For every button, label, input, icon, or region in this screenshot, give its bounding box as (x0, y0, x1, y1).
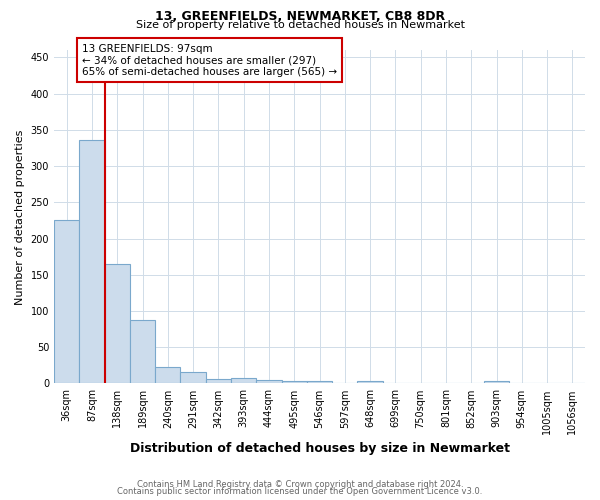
X-axis label: Distribution of detached houses by size in Newmarket: Distribution of detached houses by size … (130, 442, 509, 455)
Bar (155, 368, 181, 384)
Text: Contains HM Land Registry data © Crown copyright and database right 2024.: Contains HM Land Registry data © Crown c… (137, 480, 463, 489)
Bar (484, 382, 509, 384)
Text: Contains public sector information licensed under the Open Government Licence v3: Contains public sector information licen… (118, 488, 482, 496)
Text: 13 GREENFIELDS: 97sqm
← 34% of detached houses are smaller (297)
65% of semi-det: 13 GREENFIELDS: 97sqm ← 34% of detached … (82, 44, 337, 76)
Bar (281, 380, 307, 384)
Text: 13, GREENFIELDS, NEWMARKET, CB8 8DR: 13, GREENFIELDS, NEWMARKET, CB8 8DR (155, 10, 445, 23)
Bar (130, 320, 155, 384)
Bar (256, 380, 281, 384)
Bar (54, 220, 79, 384)
Bar (104, 264, 130, 384)
Bar (231, 378, 256, 384)
Bar (206, 379, 231, 384)
Text: Size of property relative to detached houses in Newmarket: Size of property relative to detached ho… (136, 20, 464, 30)
Y-axis label: Number of detached properties: Number of detached properties (15, 129, 25, 304)
Bar (358, 380, 383, 384)
Bar (181, 372, 206, 384)
Bar (307, 382, 332, 384)
Bar (79, 140, 104, 384)
